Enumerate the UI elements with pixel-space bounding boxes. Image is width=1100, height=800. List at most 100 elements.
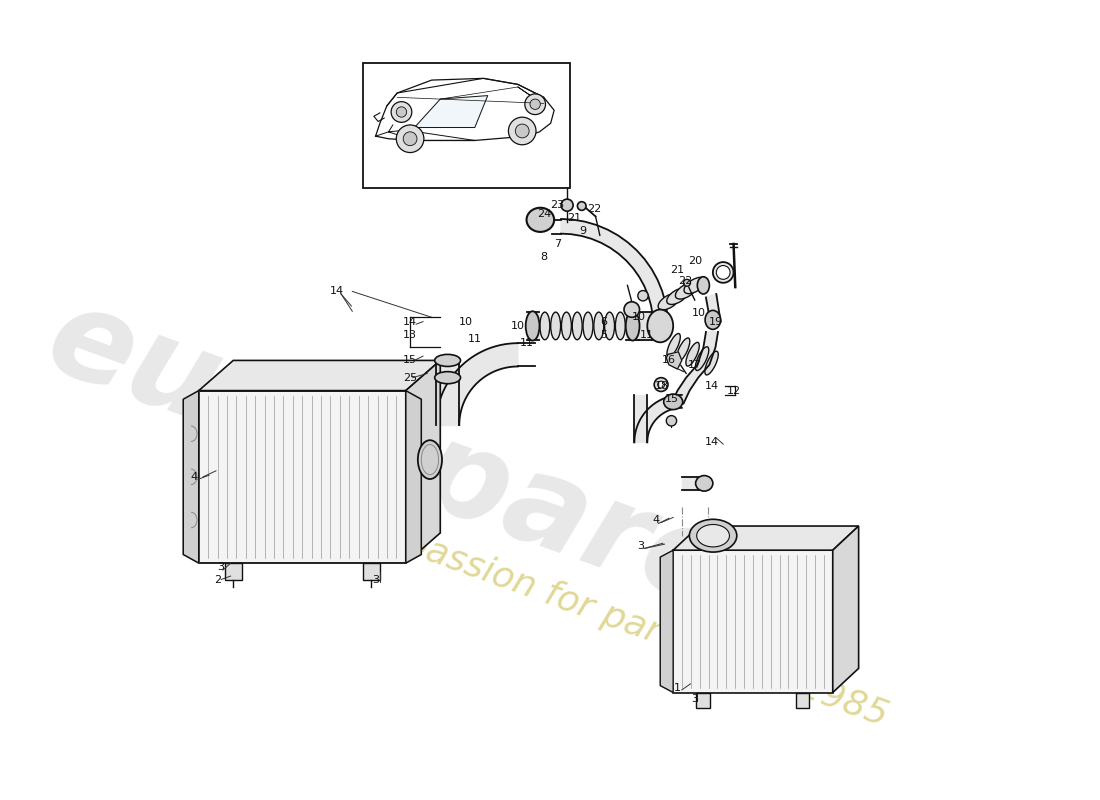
Text: 4: 4	[652, 515, 660, 525]
Text: 11: 11	[468, 334, 482, 344]
Polygon shape	[667, 352, 682, 369]
Bar	[363, 63, 570, 188]
Polygon shape	[518, 87, 543, 110]
Ellipse shape	[572, 312, 582, 340]
Ellipse shape	[551, 312, 561, 340]
Ellipse shape	[667, 334, 680, 358]
Circle shape	[515, 124, 529, 138]
Text: 20: 20	[688, 256, 702, 266]
Polygon shape	[706, 294, 721, 322]
Polygon shape	[184, 390, 199, 563]
Polygon shape	[375, 78, 554, 141]
Text: 1: 1	[674, 683, 681, 693]
Circle shape	[654, 378, 668, 391]
Text: 4: 4	[191, 472, 198, 482]
Text: eurospares: eurospares	[31, 276, 815, 660]
Circle shape	[578, 202, 586, 210]
Polygon shape	[833, 526, 859, 693]
Text: 25: 25	[403, 373, 417, 382]
Text: 21: 21	[566, 213, 581, 223]
Polygon shape	[415, 96, 487, 127]
Polygon shape	[635, 395, 647, 442]
Ellipse shape	[615, 312, 625, 340]
Text: 3: 3	[372, 575, 379, 586]
Ellipse shape	[418, 440, 442, 479]
Bar	[199, 390, 406, 563]
Ellipse shape	[583, 312, 593, 340]
Text: 9: 9	[579, 226, 586, 236]
Text: 11: 11	[519, 338, 534, 348]
Polygon shape	[639, 312, 656, 340]
Text: 17: 17	[688, 360, 702, 370]
Text: 7: 7	[554, 239, 561, 249]
Polygon shape	[660, 550, 673, 693]
Text: 14: 14	[705, 438, 719, 447]
Ellipse shape	[658, 294, 680, 310]
Text: 8: 8	[540, 252, 548, 262]
Circle shape	[638, 290, 648, 301]
Text: 14: 14	[403, 317, 417, 326]
Bar	[224, 563, 242, 580]
Bar	[363, 563, 379, 580]
Polygon shape	[199, 361, 440, 390]
Text: 21: 21	[670, 265, 684, 275]
Text: 14: 14	[705, 382, 719, 391]
Circle shape	[525, 94, 546, 114]
Ellipse shape	[667, 288, 689, 305]
Text: 23: 23	[550, 200, 564, 210]
Text: 10: 10	[631, 312, 646, 322]
Text: 18: 18	[654, 382, 669, 391]
Text: 3: 3	[637, 541, 644, 551]
Circle shape	[392, 102, 411, 122]
Polygon shape	[406, 361, 440, 563]
Text: 12: 12	[726, 386, 740, 396]
Polygon shape	[406, 390, 421, 563]
Ellipse shape	[713, 262, 734, 282]
Bar	[795, 693, 810, 708]
Polygon shape	[682, 477, 703, 490]
Text: 5: 5	[601, 330, 607, 339]
Ellipse shape	[705, 310, 720, 330]
Ellipse shape	[647, 310, 673, 342]
Circle shape	[667, 416, 676, 426]
Text: a passion for parts since 1985: a passion for parts since 1985	[367, 514, 892, 733]
Ellipse shape	[626, 311, 639, 341]
Circle shape	[404, 132, 417, 146]
Text: 15: 15	[403, 355, 417, 366]
Text: 15: 15	[664, 394, 679, 404]
Polygon shape	[673, 526, 859, 550]
Text: 19: 19	[710, 317, 724, 326]
Ellipse shape	[527, 208, 554, 232]
Ellipse shape	[594, 312, 604, 340]
Text: 14: 14	[330, 286, 344, 297]
Ellipse shape	[697, 277, 710, 294]
Text: 22: 22	[587, 205, 602, 214]
Circle shape	[508, 117, 536, 145]
Ellipse shape	[434, 372, 461, 384]
Text: 10: 10	[692, 308, 706, 318]
Ellipse shape	[716, 266, 730, 279]
Ellipse shape	[434, 354, 461, 366]
Ellipse shape	[695, 475, 713, 491]
Ellipse shape	[690, 519, 737, 552]
Text: 22: 22	[678, 276, 692, 286]
Circle shape	[530, 99, 540, 110]
Ellipse shape	[676, 338, 690, 362]
Text: 10: 10	[510, 321, 525, 331]
Polygon shape	[436, 343, 518, 425]
Bar	[673, 550, 833, 693]
Circle shape	[561, 199, 573, 211]
Circle shape	[396, 107, 407, 117]
Text: 24: 24	[537, 209, 551, 218]
Polygon shape	[671, 332, 718, 403]
Text: 13: 13	[403, 330, 417, 339]
Ellipse shape	[686, 342, 700, 366]
Ellipse shape	[696, 525, 729, 547]
Polygon shape	[626, 312, 639, 340]
Bar	[696, 693, 711, 708]
Polygon shape	[635, 395, 682, 442]
Text: 3: 3	[691, 694, 698, 705]
Polygon shape	[561, 219, 668, 326]
Text: 10: 10	[459, 317, 473, 326]
Ellipse shape	[684, 278, 705, 294]
